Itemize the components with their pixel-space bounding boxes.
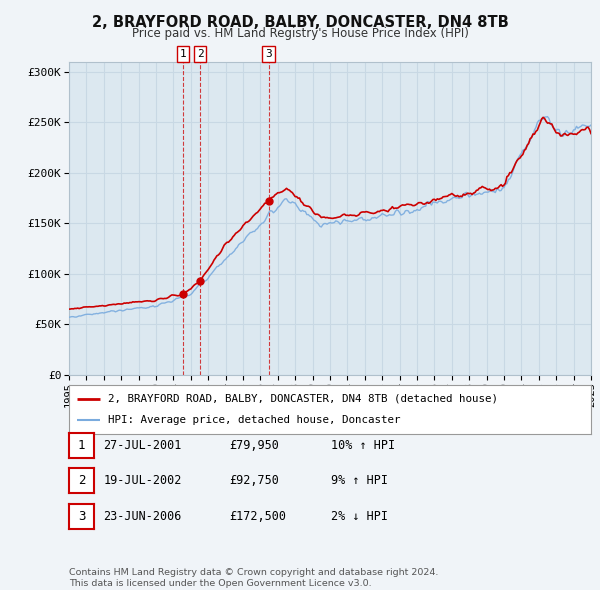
Text: 2, BRAYFORD ROAD, BALBY, DONCASTER, DN4 8TB (detached house): 2, BRAYFORD ROAD, BALBY, DONCASTER, DN4 …	[108, 394, 498, 404]
Text: HPI: Average price, detached house, Doncaster: HPI: Average price, detached house, Donc…	[108, 415, 401, 425]
Text: 1: 1	[180, 49, 187, 59]
Text: 19-JUL-2002: 19-JUL-2002	[103, 474, 182, 487]
Text: 2: 2	[197, 49, 203, 59]
Text: £79,950: £79,950	[229, 439, 279, 452]
Text: 27-JUL-2001: 27-JUL-2001	[103, 439, 182, 452]
Text: This data is licensed under the Open Government Licence v3.0.: This data is licensed under the Open Gov…	[69, 579, 371, 588]
Text: 1: 1	[78, 439, 85, 452]
Text: Contains HM Land Registry data © Crown copyright and database right 2024.: Contains HM Land Registry data © Crown c…	[69, 568, 439, 577]
Text: 10% ↑ HPI: 10% ↑ HPI	[331, 439, 395, 452]
Text: 2: 2	[78, 474, 85, 487]
Text: 9% ↑ HPI: 9% ↑ HPI	[331, 474, 388, 487]
Text: Price paid vs. HM Land Registry's House Price Index (HPI): Price paid vs. HM Land Registry's House …	[131, 27, 469, 40]
Text: 3: 3	[265, 49, 272, 59]
Text: 23-JUN-2006: 23-JUN-2006	[103, 510, 182, 523]
Text: £172,500: £172,500	[229, 510, 286, 523]
Text: 3: 3	[78, 510, 85, 523]
Text: 2% ↓ HPI: 2% ↓ HPI	[331, 510, 388, 523]
Text: 2, BRAYFORD ROAD, BALBY, DONCASTER, DN4 8TB: 2, BRAYFORD ROAD, BALBY, DONCASTER, DN4 …	[92, 15, 508, 30]
Text: £92,750: £92,750	[229, 474, 279, 487]
